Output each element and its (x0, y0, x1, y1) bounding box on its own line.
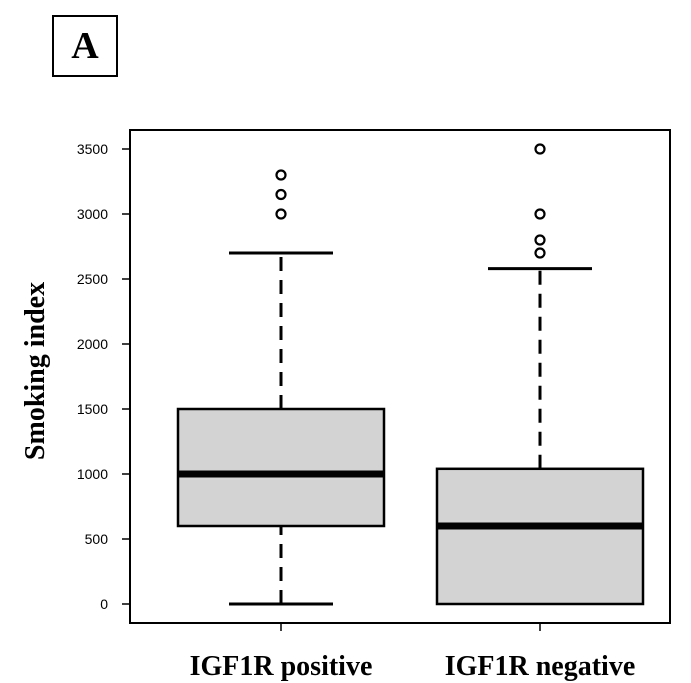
x-category-label: IGF1R negative (445, 651, 636, 682)
outlier-point (275, 208, 287, 220)
outlier-point (534, 247, 546, 259)
outlier-point (534, 208, 546, 220)
y-tick-label: 1000 (77, 466, 108, 482)
x-category-label: IGF1R positive (190, 651, 373, 682)
box (176, 407, 386, 528)
plot-frame (129, 129, 671, 624)
outlier-point (534, 234, 546, 246)
y-tick-label: 1500 (77, 401, 108, 417)
y-tick-label: 0 (100, 596, 108, 612)
chart-marks: 0 500 1000 1500 2000 2500 3000 3500 IGF1R positi… (77, 129, 671, 682)
y-tick-label: 3000 (77, 206, 108, 222)
outlier-point (534, 143, 546, 155)
outlier-point (275, 188, 287, 201)
y-tick-label: 500 (85, 531, 109, 547)
box (435, 467, 645, 606)
y-tick-label: 2000 (77, 336, 108, 352)
panel-label: A (52, 15, 118, 77)
y-axis-label: Smoking index (20, 282, 51, 460)
y-tick-label: 3500 (77, 141, 108, 157)
outlier-point (275, 169, 287, 181)
y-tick-label: 2500 (77, 271, 108, 287)
